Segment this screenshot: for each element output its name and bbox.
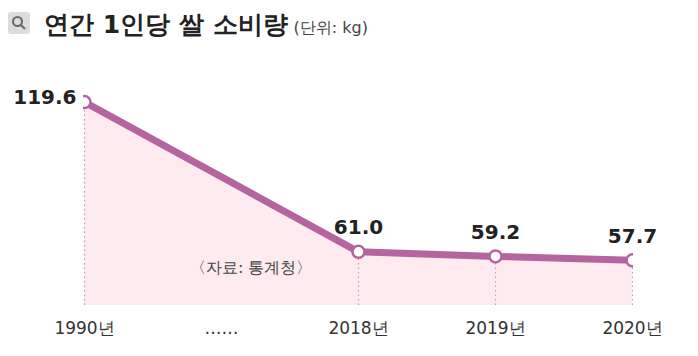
svg-text:119.6: 119.6 [13,85,76,109]
svg-text:2018년: 2018년 [328,318,388,338]
svg-text:……: …… [205,318,239,338]
html-text:〈자료: 통계청〉: 〈자료: 통계청〉 [190,258,313,277]
svg-text:61.0: 61.0 [334,215,383,239]
svg-text:59.2: 59.2 [471,220,520,244]
svg-text:57.7: 57.7 [608,224,657,248]
html-text:연간 1인당 쌀 소비량 (단위: kg): 연간 1인당 쌀 소비량 (단위: kg) [44,10,368,39]
svg-text:2019년: 2019년 [465,318,525,338]
svg-text:2020년: 2020년 [602,318,662,338]
svg-text:1990년: 1990년 [54,318,114,338]
